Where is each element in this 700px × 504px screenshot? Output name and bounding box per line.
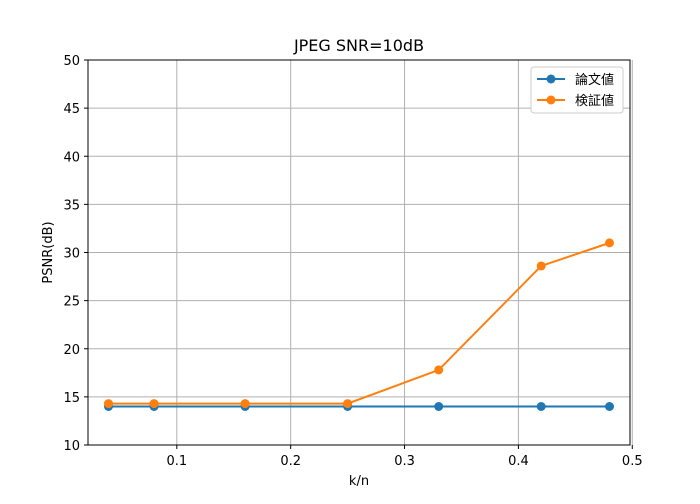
y-tick-label: 30 bbox=[63, 247, 80, 262]
y-tick-label: 15 bbox=[63, 391, 80, 406]
legend-label: 論文値 bbox=[575, 72, 614, 88]
y-axis-label: PSNR(dB) bbox=[41, 221, 56, 283]
y-tick-label: 35 bbox=[63, 198, 80, 213]
data-point bbox=[605, 402, 615, 411]
y-tick-label: 10 bbox=[63, 439, 80, 454]
data-point bbox=[240, 399, 250, 409]
x-tick-label: 0.2 bbox=[280, 454, 301, 469]
data-point bbox=[536, 261, 546, 271]
data-point bbox=[343, 399, 353, 409]
y-tick-label: 50 bbox=[63, 54, 80, 69]
legend-marker bbox=[546, 95, 556, 105]
legend-item-2: 検証値 bbox=[537, 93, 614, 109]
data-point bbox=[605, 238, 615, 248]
y-tick-label: 45 bbox=[63, 102, 80, 117]
data-point bbox=[536, 402, 546, 411]
series-layer bbox=[103, 238, 615, 411]
y-tick-label: 20 bbox=[63, 343, 80, 358]
x-tick-label: 0.5 bbox=[622, 454, 643, 469]
y-tick-label: 25 bbox=[63, 295, 80, 310]
y-tick-label: 40 bbox=[63, 150, 80, 165]
data-point bbox=[103, 399, 113, 409]
data-point bbox=[434, 402, 444, 411]
legend-item-1: 論文値 bbox=[537, 72, 614, 88]
series-2 bbox=[103, 238, 615, 409]
axis-ticks: 0.1 0.2 0.3 0.4 0.5 10 15 20 25 30 35 40 45 50 bbox=[63, 54, 642, 469]
x-tick-label: 0.3 bbox=[394, 454, 415, 469]
data-point bbox=[149, 399, 159, 409]
legend-marker bbox=[546, 74, 556, 84]
legend-label: 検証値 bbox=[575, 93, 614, 109]
x-tick-label: 0.4 bbox=[508, 454, 529, 469]
data-point bbox=[434, 365, 444, 375]
x-tick-label: 0.1 bbox=[166, 454, 187, 469]
x-axis-label: k/n bbox=[349, 474, 369, 489]
chart-title: JPEG SNR=10dB bbox=[293, 36, 424, 55]
